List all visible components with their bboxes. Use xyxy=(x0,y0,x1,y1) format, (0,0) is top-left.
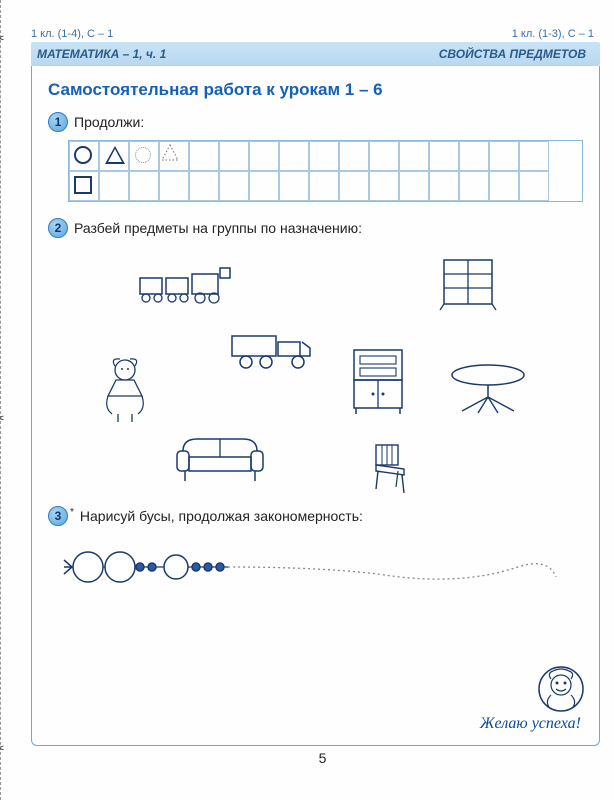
grid-cell xyxy=(69,141,99,171)
top-right-label: 1 кл. (1-3), С – 1 xyxy=(512,28,594,40)
grid-cell xyxy=(99,141,129,171)
shape-square xyxy=(74,176,92,194)
worksheet-title: Самостоятельная работа к урокам 1 – 6 xyxy=(48,80,583,100)
star-icon: * xyxy=(70,507,74,518)
scissors-icon: ✂ xyxy=(0,740,5,757)
grid-cell xyxy=(129,141,159,171)
top-left-label: 1 кл. (1-4), С – 1 xyxy=(31,28,113,40)
subject-label: МАТЕМАТИКА – 1, ч. 1 xyxy=(37,47,166,61)
grid-cell xyxy=(309,171,339,201)
shape-dot-circle xyxy=(135,147,151,163)
object-train xyxy=(138,266,248,311)
topic-label: СВОЙСТВА ПРЕДМЕТОВ xyxy=(439,47,586,61)
scissors-icon: ✂ xyxy=(0,30,5,47)
grid-cell xyxy=(159,171,189,201)
grid-cell xyxy=(189,171,219,201)
grid-cell xyxy=(339,141,369,171)
grid-cell xyxy=(279,171,309,201)
shape-circle xyxy=(74,146,92,164)
grid-cell xyxy=(489,141,519,171)
shape-dot-tri xyxy=(160,142,188,167)
grid-cell xyxy=(489,171,519,201)
object-table xyxy=(448,361,528,421)
grid-cell xyxy=(399,171,429,201)
grid-cell xyxy=(429,141,459,171)
object-shelf xyxy=(438,256,498,316)
grid-cell xyxy=(279,141,309,171)
grid-cell xyxy=(159,141,189,171)
grid-cell xyxy=(519,141,549,171)
grid-cell xyxy=(129,171,159,201)
grid-cell xyxy=(219,141,249,171)
grid-cell xyxy=(399,141,429,171)
task-number: 2 xyxy=(48,218,68,238)
wish-text: Желаю успеха! xyxy=(480,715,581,733)
content-box: Самостоятельная работа к урокам 1 – 6 1 … xyxy=(31,66,600,746)
grid-cell xyxy=(309,141,339,171)
object-doll xyxy=(98,356,153,431)
grid-cell xyxy=(249,171,279,201)
grid-cell xyxy=(429,171,459,201)
task-number: 3 xyxy=(48,506,68,526)
task-3: 3 * Нарисуй бусы, продолжая закономернос… xyxy=(48,506,583,607)
object-sofa xyxy=(173,431,268,491)
worksheet-page: ✂ ✂ ✂ 1 кл. (1-4), С – 1 1 кл. (1-3), С … xyxy=(0,0,614,800)
header-band: МАТЕМАТИКА – 1, ч. 1 СВОЙСТВА ПРЕДМЕТОВ xyxy=(31,42,600,66)
task-2: 2 Разбей предметы на группы по назначени… xyxy=(48,218,583,496)
shape-triangle xyxy=(105,146,125,164)
objects-area xyxy=(48,246,583,496)
pattern-grid xyxy=(68,140,583,202)
grid-cell xyxy=(189,141,219,171)
task-label: Нарисуй бусы, продолжая закономерность: xyxy=(80,508,363,524)
mascot-icon xyxy=(537,665,585,713)
beads-pattern xyxy=(58,532,558,602)
grid-cell xyxy=(519,171,549,201)
task-label: Продолжи: xyxy=(74,114,144,130)
grid-cell xyxy=(369,171,399,201)
grid-cell xyxy=(219,171,249,201)
top-labels: 1 кл. (1-4), С – 1 1 кл. (1-3), С – 1 xyxy=(31,0,614,40)
object-truck xyxy=(228,326,318,376)
scissors-icon: ✂ xyxy=(0,410,5,427)
grid-cell xyxy=(249,141,279,171)
grid-cell xyxy=(99,171,129,201)
grid-cell xyxy=(339,171,369,201)
grid-cell xyxy=(69,171,99,201)
grid-cell xyxy=(459,171,489,201)
object-cabinet xyxy=(348,346,408,421)
object-chair xyxy=(368,441,413,501)
task-1: 1 Продолжи: xyxy=(48,112,583,202)
page-number: 5 xyxy=(31,750,614,766)
grid-cell xyxy=(369,141,399,171)
grid-cell xyxy=(459,141,489,171)
task-number: 1 xyxy=(48,112,68,132)
task-label: Разбей предметы на группы по назначению: xyxy=(74,220,362,236)
